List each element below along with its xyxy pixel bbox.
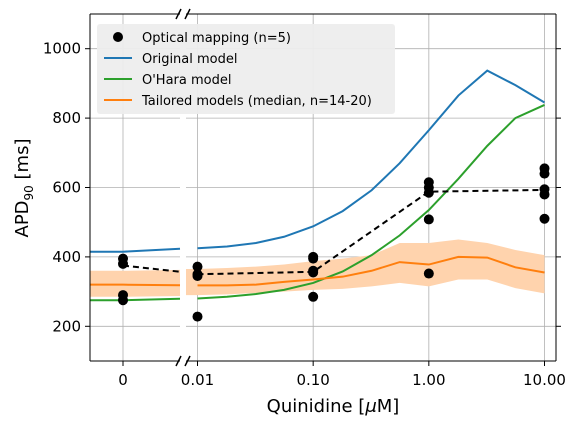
break-mark-top-right	[184, 8, 191, 20]
x-tick-label: 0	[118, 371, 128, 389]
y-tick-label: 200	[52, 317, 81, 335]
break-mark-bottom-left	[175, 355, 182, 367]
legend-label-original: Original model	[142, 52, 237, 67]
legend: Optical mapping (n=5) Original model O'H…	[97, 24, 395, 114]
optical-point	[423, 187, 434, 198]
legend-label-optical: Optical mapping (n=5)	[142, 31, 291, 46]
y-axis-label-subscript: 90	[22, 185, 36, 200]
optical-point	[308, 291, 319, 302]
series-line-tailored	[197, 255, 545, 287]
optical-mean-line	[197, 188, 545, 276]
series-line-ohara	[197, 104, 545, 300]
tailored-band-left	[90, 269, 180, 297]
x-tick-label: 1.00	[412, 371, 445, 389]
tailored-band-right	[186, 239, 545, 296]
series-line-original	[197, 69, 546, 250]
optical-points-layer	[118, 163, 550, 322]
x-tick-label: 0.01	[181, 371, 214, 389]
legend-label-ohara: O'Hara model	[142, 73, 231, 88]
y-tick-label: 800	[52, 109, 81, 127]
x-tick-label: 0.10	[296, 371, 329, 389]
break-mark-top-left	[175, 8, 182, 20]
optical-point	[192, 261, 203, 272]
series-line-tailored-left	[90, 283, 181, 287]
optical-point	[118, 295, 128, 306]
optical-point	[423, 214, 434, 225]
x-tick-label: 10.00	[523, 371, 566, 389]
optical-point	[192, 311, 203, 322]
y-tick-label: 400	[52, 248, 81, 266]
tailored-band-layer	[90, 239, 545, 297]
y-tick-label: 600	[52, 179, 81, 197]
optical-point	[539, 168, 550, 179]
axis-break-marks	[175, 8, 191, 367]
tick-marks	[85, 48, 561, 366]
legend-marker-optical	[113, 32, 123, 42]
optical-point	[192, 270, 203, 281]
break-mark-bottom-right	[184, 355, 191, 367]
tick-labels: 200 400 600 800 1000 0 0.01 0.10 1.00 10.00	[43, 40, 566, 389]
y-tick-label: 1000	[43, 40, 81, 58]
series-line-original-left	[90, 247, 181, 253]
optical-mean-layer	[122, 188, 545, 276]
legend-box	[97, 24, 395, 114]
optical-point	[308, 253, 319, 264]
y-axis-label-unit: [ms]	[12, 139, 33, 186]
optical-point	[539, 189, 550, 200]
y-axis-label: APD90 [ms]	[12, 139, 36, 238]
optical-point	[423, 268, 434, 279]
x-axis-label: Quinidine [μM]	[267, 396, 400, 417]
legend-label-tailored: Tailored models (median, n=14-20)	[141, 94, 372, 109]
x-axis-label-mu: μ	[364, 396, 376, 417]
optical-point	[539, 213, 550, 224]
optical-point	[118, 258, 128, 269]
optical-point	[308, 267, 319, 278]
